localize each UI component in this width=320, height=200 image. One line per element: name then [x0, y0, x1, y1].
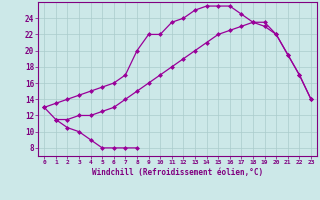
X-axis label: Windchill (Refroidissement éolien,°C): Windchill (Refroidissement éolien,°C) — [92, 168, 263, 177]
